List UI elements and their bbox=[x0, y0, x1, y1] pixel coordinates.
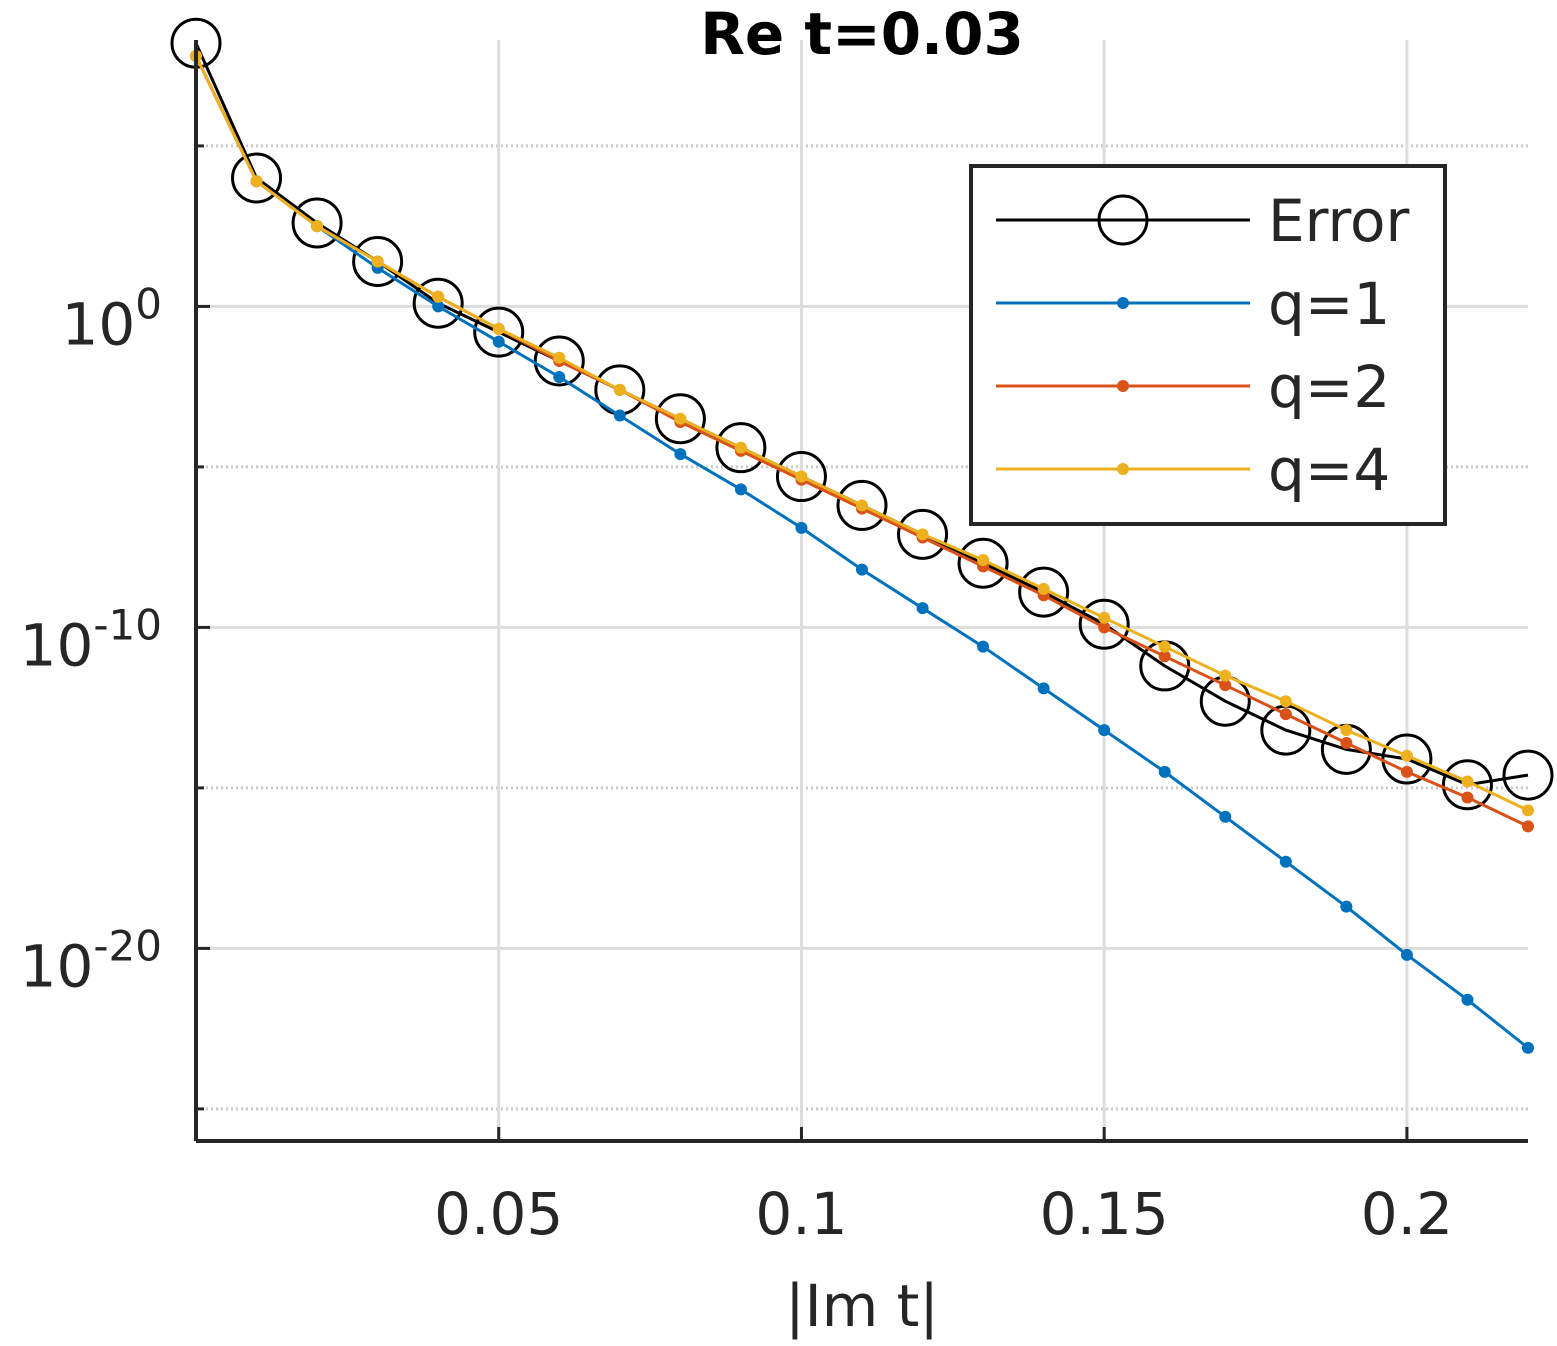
data-point bbox=[1400, 749, 1413, 762]
error-point bbox=[1441, 759, 1493, 811]
error-point bbox=[1502, 749, 1554, 801]
data-point bbox=[1098, 621, 1111, 634]
error-point bbox=[715, 422, 767, 474]
data-point bbox=[492, 322, 505, 335]
data-point bbox=[1279, 695, 1292, 708]
data-point bbox=[1279, 708, 1292, 721]
error-point bbox=[291, 197, 343, 249]
data-point bbox=[674, 448, 687, 461]
legend-label: q=4 bbox=[1268, 436, 1390, 504]
tick-labels: 0.05 0.1 0.15 0.2 100 10-10 10-20 bbox=[20, 279, 1453, 1248]
data-point bbox=[795, 521, 808, 534]
data-point bbox=[674, 412, 687, 425]
legend-label: q=1 bbox=[1268, 270, 1390, 338]
legend-marker bbox=[1117, 463, 1129, 475]
data-point bbox=[1400, 765, 1413, 778]
data-point bbox=[734, 483, 747, 496]
data-point bbox=[1158, 650, 1171, 663]
error-point bbox=[412, 277, 464, 329]
legend: Error q=1 q=2 q=4 bbox=[969, 164, 1447, 526]
error-point bbox=[231, 152, 283, 204]
data-point bbox=[613, 409, 626, 422]
data-point bbox=[432, 290, 445, 303]
error-point bbox=[352, 235, 404, 287]
legend-marker bbox=[1097, 194, 1149, 246]
data-point bbox=[1340, 736, 1353, 749]
error-point bbox=[836, 479, 888, 531]
error-point bbox=[897, 508, 949, 560]
legend-label: q=2 bbox=[1268, 353, 1390, 421]
axes bbox=[194, 40, 1528, 1143]
y-tick-label: 10-20 bbox=[20, 921, 162, 1000]
data-point bbox=[553, 351, 566, 364]
chart-title: Re t=0.03 bbox=[700, 0, 1024, 68]
data-point bbox=[1037, 682, 1050, 695]
data-point bbox=[1279, 855, 1292, 868]
x-tick-label: 0.05 bbox=[434, 1180, 563, 1248]
data-point bbox=[432, 300, 445, 313]
error-point bbox=[473, 306, 525, 358]
data-point bbox=[795, 470, 808, 483]
plot-series bbox=[170, 17, 1554, 1054]
x-tick-label: 0.2 bbox=[1361, 1180, 1453, 1248]
data-point bbox=[1158, 765, 1171, 778]
data-point bbox=[856, 563, 868, 576]
error-point bbox=[1018, 566, 1070, 618]
grid bbox=[196, 40, 1528, 1141]
data-point bbox=[613, 383, 626, 396]
error-point bbox=[654, 393, 706, 445]
data-point bbox=[1340, 900, 1353, 913]
data-point bbox=[1461, 775, 1474, 788]
data-point bbox=[250, 175, 263, 188]
data-point bbox=[856, 499, 868, 512]
error-point bbox=[775, 451, 827, 503]
x-tick-label: 0.1 bbox=[755, 1180, 847, 1248]
data-point bbox=[734, 441, 747, 454]
data-point bbox=[1461, 791, 1474, 804]
x-axis-label: |Im t| bbox=[785, 1272, 939, 1340]
data-point bbox=[1158, 640, 1171, 653]
data-point bbox=[1522, 1041, 1534, 1054]
legend-marker bbox=[1117, 297, 1129, 309]
data-point bbox=[1522, 820, 1534, 833]
y-tick-label: 100 bbox=[61, 279, 162, 358]
error-point bbox=[1078, 598, 1130, 650]
data-point bbox=[1098, 611, 1111, 624]
x-tick-label: 0.15 bbox=[1040, 1180, 1169, 1248]
y-tick-label: 10-10 bbox=[20, 600, 162, 679]
data-point bbox=[1219, 679, 1232, 692]
data-point bbox=[1219, 810, 1232, 823]
error-point bbox=[957, 537, 1009, 589]
data-point bbox=[1037, 582, 1050, 595]
legend-label: Error bbox=[1268, 187, 1410, 255]
data-point bbox=[492, 335, 505, 348]
data-point bbox=[553, 371, 566, 384]
data-point bbox=[916, 528, 929, 541]
data-point bbox=[1400, 948, 1413, 961]
data-point bbox=[1522, 804, 1534, 817]
data-point bbox=[977, 554, 990, 567]
data-point bbox=[977, 640, 990, 653]
data-point bbox=[916, 602, 929, 615]
data-point bbox=[1461, 993, 1474, 1006]
data-point bbox=[371, 255, 384, 268]
error-point bbox=[533, 335, 585, 387]
data-point bbox=[1098, 724, 1111, 737]
legend-box bbox=[969, 164, 1447, 526]
data-point bbox=[311, 220, 324, 233]
legend-marker bbox=[1117, 380, 1129, 392]
data-point bbox=[1340, 724, 1353, 737]
data-point bbox=[1219, 669, 1232, 682]
